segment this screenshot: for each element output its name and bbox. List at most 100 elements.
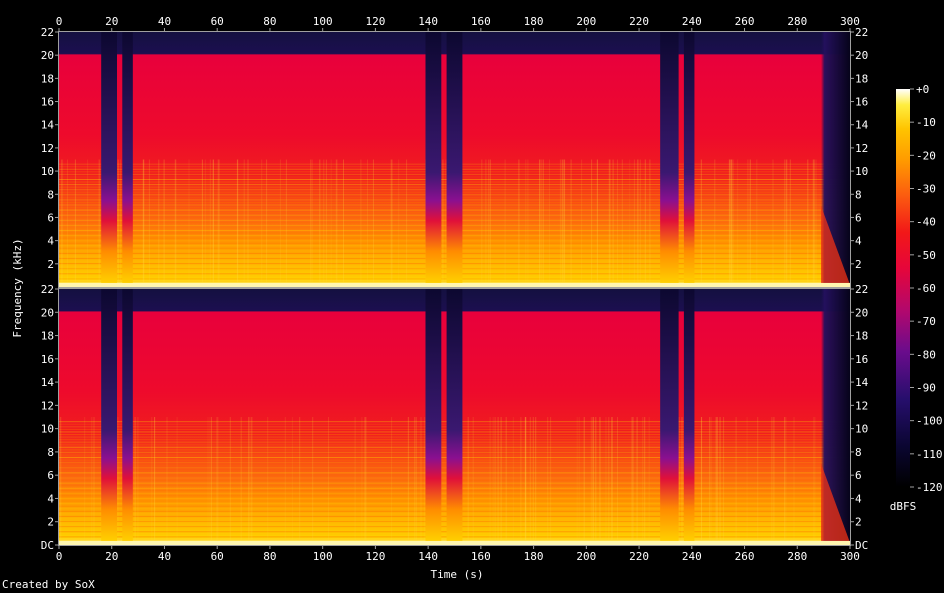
transient-streak: [442, 159, 444, 287]
transient-streak: [771, 417, 773, 545]
transient-streak: [212, 159, 214, 287]
transient-streak: [87, 159, 89, 287]
y-tick-label-left: 18: [41, 72, 54, 85]
transient-streak: [415, 417, 417, 545]
transient-streak: [578, 417, 580, 545]
colorbar-tick-label: -50: [916, 249, 936, 262]
transient-streak: [563, 159, 565, 287]
transient-streak: [176, 417, 178, 545]
x-tick-label-bottom: 220: [629, 550, 649, 563]
transient-streak: [629, 159, 631, 287]
transient-streak: [518, 159, 520, 287]
transient-streak: [504, 159, 506, 287]
transient-streak: [812, 159, 814, 287]
transient-streak: [211, 417, 212, 545]
transient-streak: [756, 159, 758, 287]
transient-streak: [218, 159, 220, 287]
transient-streak: [330, 159, 332, 287]
transient-streak: [62, 159, 64, 287]
transient-streak: [595, 417, 597, 545]
transient-streak: [772, 159, 774, 287]
transient-streak: [249, 417, 251, 545]
transient-streak: [217, 159, 219, 287]
y-tick-label-right: 20: [855, 49, 868, 62]
transient-streak: [637, 159, 639, 287]
x-tick-label-top: 100: [313, 15, 333, 28]
transient-streak: [209, 159, 211, 287]
transient-streak: [137, 417, 139, 545]
transient-streak: [524, 417, 526, 545]
x-tick-label-bottom: 100: [313, 550, 333, 563]
transient-streak: [644, 417, 646, 545]
y-tick-label-left: 20: [41, 49, 54, 62]
transient-streak: [481, 159, 483, 287]
transient-streak: [611, 417, 613, 545]
x-tick-label-bottom: 300: [840, 550, 860, 563]
transient-streak: [367, 159, 368, 287]
colorbar-tick-label: -100: [916, 415, 943, 428]
transient-streak: [813, 159, 815, 287]
y-tick-label-left: 20: [41, 306, 54, 319]
transient-streak: [716, 417, 718, 545]
y-tick-label-right: 4: [855, 492, 862, 505]
plot-frame: [58, 31, 851, 288]
transient-streak: [642, 417, 644, 545]
transient-streak: [91, 417, 93, 545]
transient-streak: [787, 159, 789, 287]
colorbar-label: dBFS: [890, 500, 917, 513]
transient-streak: [599, 417, 601, 545]
quiet-gap: [101, 32, 118, 287]
transient-streak: [406, 159, 408, 287]
transient-streak: [621, 159, 623, 287]
y-tick-label-right: 4: [855, 235, 862, 248]
transient-streak: [609, 159, 611, 287]
y-tick-label-left: 2: [47, 258, 54, 271]
transient-streak: [807, 159, 809, 287]
transient-streak: [512, 417, 514, 545]
transient-streak: [489, 159, 491, 287]
transient-streak: [266, 159, 268, 287]
transient-streak: [581, 159, 583, 287]
y-tick-label-left: 6: [47, 211, 54, 224]
x-tick-label-top: 0: [56, 15, 63, 28]
transient-streak: [731, 159, 733, 287]
transient-streak: [360, 159, 362, 287]
transient-streak: [639, 159, 641, 287]
transient-streak: [728, 159, 730, 287]
transient-streak: [505, 417, 507, 545]
transient-streak: [729, 159, 731, 287]
quiet-gap: [446, 32, 463, 287]
x-tick-label-bottom: 140: [418, 550, 438, 563]
transient-streak: [789, 159, 791, 287]
transient-streak: [284, 417, 286, 545]
transient-streak: [576, 417, 578, 545]
x-tick-label-top: 300: [840, 15, 860, 28]
x-tick-label-bottom: 80: [263, 550, 276, 563]
transient-streak: [118, 159, 119, 287]
transient-streak: [391, 417, 393, 545]
y-tick-label-right: 22: [855, 26, 868, 39]
transient-streak: [547, 417, 549, 545]
y-tick-label-right: 6: [855, 469, 862, 482]
transient-streak: [407, 417, 409, 545]
transient-streak: [678, 417, 680, 545]
transient-streak: [213, 159, 214, 287]
transient-streak: [485, 159, 487, 287]
transient-streak: [649, 159, 651, 287]
x-tick-label-top: 40: [158, 15, 171, 28]
y-tick-label-left: 10: [41, 165, 54, 178]
transient-streak: [631, 417, 633, 545]
transient-streak: [593, 417, 595, 545]
transient-streak: [632, 417, 634, 545]
x-tick-label-bottom: 60: [211, 550, 224, 563]
transient-streak: [310, 159, 311, 287]
transient-streak: [373, 159, 374, 287]
transient-streak: [84, 417, 86, 545]
transient-streak: [142, 159, 144, 287]
transient-streak: [784, 417, 786, 545]
transient-streak: [248, 417, 250, 545]
y-tick-label-right: 12: [855, 142, 868, 155]
transient-streak: [591, 159, 593, 287]
transient-streak: [747, 159, 749, 287]
transient-streak: [325, 159, 327, 287]
